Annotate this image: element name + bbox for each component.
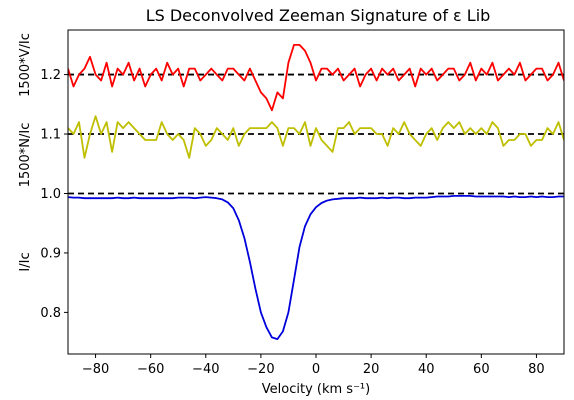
x-tick-label: 80 xyxy=(528,362,545,377)
y-tick-label: 0.8 xyxy=(40,306,61,321)
plot-area xyxy=(68,44,564,341)
x-tick-label: 40 xyxy=(418,362,435,377)
y-tick-label: 0.9 xyxy=(40,246,61,261)
chart-title: LS Deconvolved Zeeman Signature of ε Lib xyxy=(146,6,491,25)
x-tick-label: −60 xyxy=(137,362,164,377)
stokes-v-series xyxy=(68,44,564,112)
x-tick-label: 60 xyxy=(473,362,490,377)
axes: −80 −60 −40 −20 0 20 40 60 80 0.8 0.9 1.0 1.1 1.2 xyxy=(40,29,565,377)
null-series xyxy=(68,115,564,159)
x-tick-label: 20 xyxy=(363,362,380,377)
intensity-series xyxy=(68,194,564,341)
x-axis-label: Velocity (km s⁻¹) xyxy=(262,382,370,397)
plot-content xyxy=(68,44,564,341)
x-tick-label: −40 xyxy=(192,362,219,377)
y-axis-label-intensity: I/Ic xyxy=(18,252,33,271)
x-tick-label: −80 xyxy=(82,362,109,377)
y-tick-label: 1.2 xyxy=(40,68,61,83)
y-axis-label-null: 1500*N/Ic xyxy=(18,123,33,188)
y-tick-label: 1.0 xyxy=(40,187,61,202)
x-tick-label: −20 xyxy=(247,362,274,377)
x-tick-label: 0 xyxy=(312,362,320,377)
y-axis-label-stokes-v: 1500*V/Ic xyxy=(18,33,33,97)
y-tick-label: 1.1 xyxy=(40,128,61,143)
